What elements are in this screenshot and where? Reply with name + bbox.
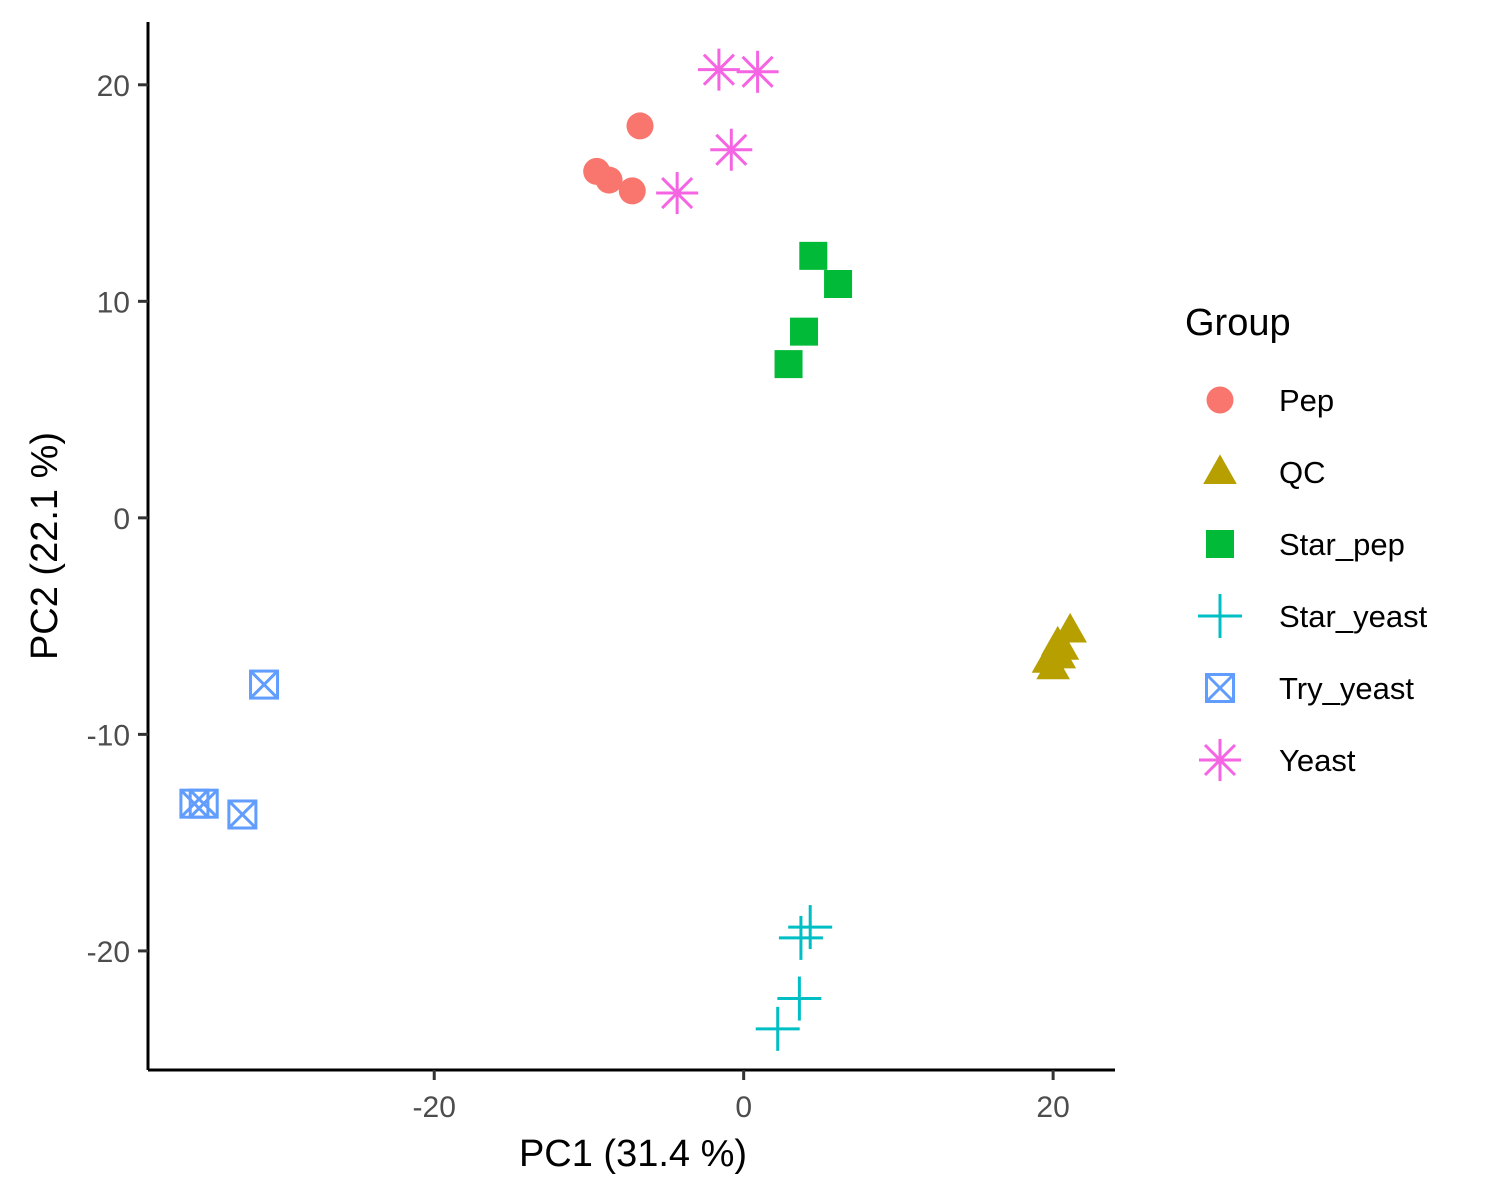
legend-label: Pep: [1279, 383, 1334, 418]
data-point: [626, 112, 654, 140]
data-point: [736, 50, 779, 93]
data-point: [755, 1006, 800, 1051]
legend-item: Yeast: [1199, 739, 1356, 781]
series-star-yeast: [755, 905, 833, 1051]
legend-label: Try_yeast: [1279, 671, 1414, 706]
legend-key: [1199, 739, 1241, 781]
data-point: [799, 241, 828, 270]
legend-item: Try_yeast: [1205, 671, 1414, 706]
data-point: [249, 669, 280, 700]
legend-key: [1198, 594, 1242, 638]
series-try-yeast: [179, 669, 280, 830]
legend-label: Star_yeast: [1279, 599, 1428, 634]
legend-item: Pep: [1206, 383, 1334, 418]
data-point: [774, 350, 803, 379]
data-point: [227, 799, 258, 830]
legend-label: Yeast: [1279, 743, 1356, 778]
data-point: [1045, 630, 1080, 660]
legend-title: Group: [1185, 302, 1291, 344]
series-pep: [583, 112, 654, 205]
y-axis-title: PC2 (22.1 %): [24, 432, 66, 660]
series-star-pep: [774, 241, 853, 379]
series-yeast: [656, 48, 779, 215]
y-tick-label: 10: [97, 286, 130, 319]
plot-area: [179, 48, 1087, 1051]
data-point: [824, 270, 853, 298]
x-axis-title: PC1 (31.4 %): [519, 1133, 747, 1175]
y-tick-label: 0: [113, 503, 130, 536]
legend-item: Star_yeast: [1198, 594, 1428, 638]
legend-item: Star_pep: [1206, 527, 1405, 562]
data-point: [777, 976, 822, 1021]
x-tick-label: -20: [413, 1091, 456, 1124]
legend-key: [1206, 386, 1234, 414]
legend-label: Star_pep: [1279, 527, 1405, 562]
legend-key: [1203, 454, 1237, 484]
legend: Pep QC Star_pep Star_yeast Try_yeast Yeast: [1198, 383, 1428, 781]
x-tick-label: 20: [1036, 1091, 1069, 1124]
data-point: [710, 128, 753, 171]
legend-key: [1206, 530, 1234, 558]
y-tick-label: 20: [97, 70, 130, 103]
data-point: [188, 788, 219, 819]
data-point: [618, 177, 646, 205]
legend-label: QC: [1279, 455, 1326, 490]
data-point: [778, 915, 823, 960]
x-tick-label: 0: [735, 1091, 752, 1124]
data-point: [790, 317, 819, 346]
data-point: [656, 172, 699, 215]
legend-item: QC: [1203, 454, 1326, 490]
legend-key: [1205, 673, 1235, 703]
data-point: [595, 166, 623, 194]
y-tick-label: -10: [87, 719, 130, 752]
y-tick-label: -20: [87, 936, 130, 969]
series-qc: [1031, 612, 1087, 680]
data-point: [788, 905, 833, 950]
axes: -20 0 20 -20 -10 0 10 20: [87, 22, 1115, 1124]
data-point: [697, 48, 740, 91]
